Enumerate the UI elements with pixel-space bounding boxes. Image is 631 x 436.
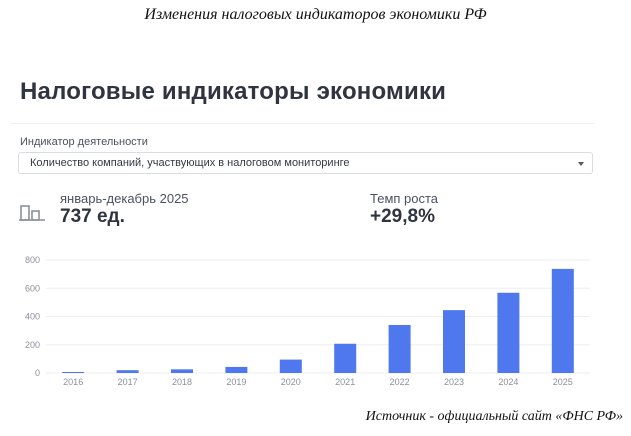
bar [225, 366, 248, 373]
page-title: Налоговые индикаторы экономики [20, 78, 447, 105]
x-tick-label: 2024 [498, 377, 518, 387]
x-tick-label: 2023 [444, 377, 464, 387]
bar [551, 268, 574, 373]
y-tick-label: 800 [25, 255, 40, 265]
indicator-field-label: Индикатор деятельности [20, 136, 148, 148]
indicator-value: 737 ед. [60, 206, 125, 227]
period-label: январь-декабрь 2025 [60, 191, 189, 206]
building-icon [19, 205, 45, 221]
y-tick-label: 200 [25, 340, 40, 350]
growth-rate-value: +29,8% [370, 206, 435, 227]
x-tick-label: 2016 [63, 377, 83, 387]
y-tick-label: 0 [35, 368, 40, 378]
y-tick-label: 600 [25, 283, 40, 293]
bar [388, 324, 411, 373]
x-tick-label: 2017 [118, 377, 138, 387]
x-tick-label: 2018 [172, 377, 192, 387]
x-tick-label: 2025 [553, 377, 573, 387]
chevron-down-icon[interactable] [578, 162, 584, 166]
x-tick-label: 2020 [281, 377, 301, 387]
x-tick-label: 2019 [226, 377, 246, 387]
bar [443, 310, 465, 373]
bar [62, 372, 85, 374]
y-tick-label: 400 [25, 312, 40, 322]
bar [497, 292, 520, 373]
bar-chart: 0 200 400 600 800 2016 2017 2018 2019 2020 2021 202… [25, 255, 590, 387]
x-tick-label: 2022 [390, 377, 410, 387]
divider [10, 123, 595, 124]
bar [334, 343, 357, 373]
indicator-select-value: Количество компаний, участвующих в налог… [30, 157, 350, 169]
growth-rate-label: Темп роста [370, 191, 439, 206]
tax-indicators-widget: Налоговые индикаторы экономики Индикатор… [10, 60, 600, 398]
bar [279, 359, 302, 373]
caption-top: Изменения налоговых индикаторов экономик… [144, 6, 487, 23]
bar [116, 370, 139, 373]
x-tick-label: 2021 [335, 377, 355, 387]
indicator-select[interactable]: Количество компаний, участвующих в налог… [18, 152, 593, 174]
bar [171, 369, 193, 373]
caption-bottom: Источник - официальный сайт «ФНС РФ» [365, 409, 623, 424]
